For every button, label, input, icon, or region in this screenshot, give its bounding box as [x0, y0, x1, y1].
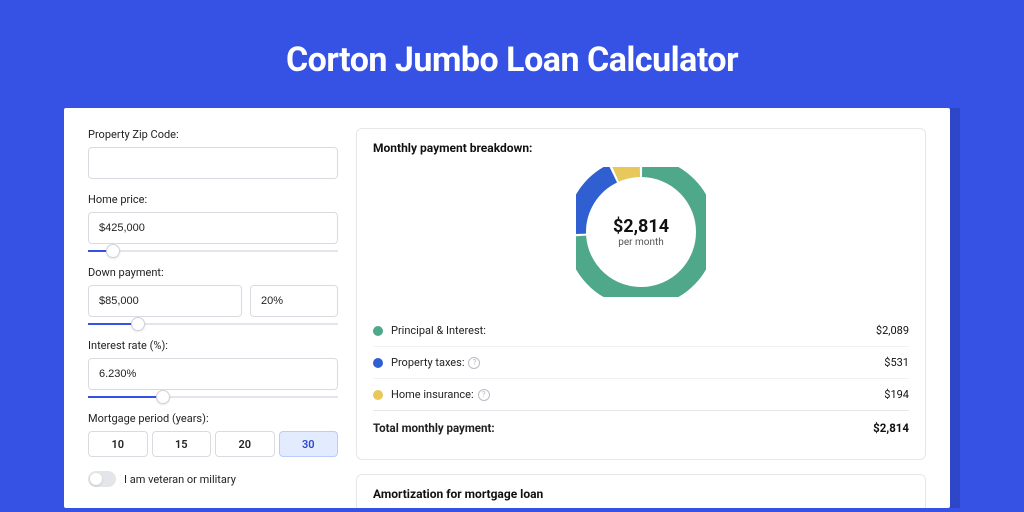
- legend-row: Principal & Interest: $2,089: [373, 315, 909, 347]
- legend-dot: [373, 390, 383, 400]
- legend-value: $2,089: [876, 324, 909, 337]
- interest-rate-input[interactable]: [88, 358, 338, 390]
- legend-dot: [373, 326, 383, 336]
- interest-rate-field: Interest rate (%):: [88, 339, 338, 398]
- legend: Principal & Interest: $2,089 Property taxe…: [373, 315, 909, 410]
- breakdown-title: Monthly payment breakdown:: [373, 141, 909, 155]
- results-column: Monthly payment breakdown: $2,814 per mo…: [356, 128, 926, 508]
- period-btn-10[interactable]: 10: [88, 431, 148, 457]
- mortgage-period-field: Mortgage period (years): 10152030: [88, 412, 338, 457]
- legend-label: Principal & Interest:: [391, 324, 486, 337]
- legend-dot: [373, 358, 383, 368]
- down-payment-field: Down payment:: [88, 266, 338, 325]
- breakdown-card: Monthly payment breakdown: $2,814 per mo…: [356, 128, 926, 460]
- donut-sub: per month: [618, 237, 664, 248]
- veteran-label: I am veteran or military: [124, 473, 236, 486]
- period-btn-20[interactable]: 20: [215, 431, 275, 457]
- interest-rate-label: Interest rate (%):: [88, 339, 338, 352]
- page-header: Corton Jumbo Loan Calculator: [0, 0, 1024, 80]
- period-btn-30[interactable]: 30: [279, 431, 339, 457]
- down-payment-slider-thumb[interactable]: [131, 317, 145, 331]
- down-payment-slider[interactable]: [88, 323, 338, 325]
- total-label: Total monthly payment:: [373, 421, 495, 435]
- home-price-field: Home price:: [88, 193, 338, 252]
- down-payment-percent-input[interactable]: [250, 285, 338, 317]
- calculator-panel: Property Zip Code: Home price: Down paym…: [64, 108, 950, 508]
- donut-chart: $2,814 per month: [576, 167, 706, 297]
- donut-value: $2,814: [613, 216, 669, 237]
- interest-rate-slider-thumb[interactable]: [156, 390, 170, 404]
- legend-row: Property taxes:? $531: [373, 347, 909, 379]
- veteran-toggle[interactable]: [88, 471, 116, 487]
- zip-input[interactable]: [88, 147, 338, 179]
- donut-center: $2,814 per month: [576, 167, 706, 297]
- down-payment-amount-input[interactable]: [88, 285, 242, 317]
- zip-field: Property Zip Code:: [88, 128, 338, 179]
- legend-value: $194: [884, 388, 909, 401]
- legend-row: Home insurance:? $194: [373, 379, 909, 410]
- down-payment-label: Down payment:: [88, 266, 338, 279]
- page-title: Corton Jumbo Loan Calculator: [0, 40, 1024, 80]
- zip-label: Property Zip Code:: [88, 128, 338, 141]
- period-btn-15[interactable]: 15: [152, 431, 212, 457]
- mortgage-period-label: Mortgage period (years):: [88, 412, 338, 425]
- legend-label: Home insurance:: [391, 388, 474, 401]
- interest-rate-slider-fill: [88, 396, 163, 398]
- panel-shadow: Property Zip Code: Home price: Down paym…: [64, 108, 960, 508]
- interest-rate-slider[interactable]: [88, 396, 338, 398]
- home-price-slider-thumb[interactable]: [106, 244, 120, 258]
- home-price-slider[interactable]: [88, 250, 338, 252]
- amortization-card: Amortization for mortgage loan Amortizat…: [356, 474, 926, 508]
- amortization-title: Amortization for mortgage loan: [373, 487, 909, 501]
- info-icon[interactable]: ?: [478, 389, 490, 401]
- total-value: $2,814: [873, 421, 909, 435]
- veteran-row: I am veteran or military: [88, 471, 338, 487]
- legend-value: $531: [884, 356, 909, 369]
- info-icon[interactable]: ?: [468, 357, 480, 369]
- total-row: Total monthly payment: $2,814: [373, 410, 909, 445]
- form-column: Property Zip Code: Home price: Down paym…: [88, 128, 338, 508]
- donut-wrap: $2,814 per month: [373, 167, 909, 297]
- home-price-input[interactable]: [88, 212, 338, 244]
- home-price-label: Home price:: [88, 193, 338, 206]
- legend-label: Property taxes:: [391, 356, 464, 369]
- mortgage-period-buttons: 10152030: [88, 431, 338, 457]
